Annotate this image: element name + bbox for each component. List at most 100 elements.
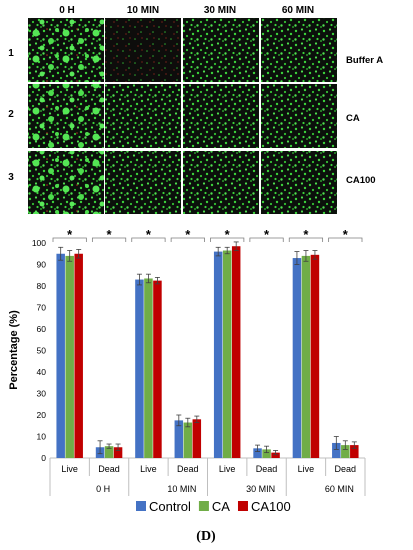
micrograph-tile xyxy=(105,84,181,148)
bar-ca100-5 xyxy=(271,452,280,458)
bar-control-5 xyxy=(253,448,262,458)
significance-bracket-2 xyxy=(131,237,166,242)
y-tick-label-8: 80 xyxy=(37,281,47,291)
micro-row-index-1: 1 xyxy=(8,48,14,59)
category-label-0: Live xyxy=(61,464,78,474)
category-label-5: Dead xyxy=(256,464,278,474)
bar-ca100-1 xyxy=(113,447,123,458)
y-ticks: 0 10 20 30 40 50 60 70 80 90 100 xyxy=(32,238,46,463)
category-label-3: Dead xyxy=(177,464,199,474)
micrograph-tile xyxy=(105,151,181,214)
bar-ca-0 xyxy=(65,255,74,458)
bar-control-4 xyxy=(213,251,223,458)
bar-ca100-7 xyxy=(350,445,359,458)
bars xyxy=(56,246,359,458)
bar-control-0 xyxy=(56,253,65,458)
legend-label-ca100: CA100 xyxy=(251,499,291,514)
category-label-7: Dead xyxy=(335,464,357,474)
micro-col-60min: 60 MIN xyxy=(282,5,314,16)
bar-ca100-6 xyxy=(310,254,320,458)
significance-bracket-4 xyxy=(210,237,245,242)
legend-swatch-ca100 xyxy=(237,501,248,511)
micrograph-clumps xyxy=(28,84,104,148)
significance-bracket-5 xyxy=(249,237,284,242)
bar-control-7 xyxy=(332,442,341,458)
micrograph-tile xyxy=(105,18,181,82)
category-labels: Live Dead Live Dead Live Dead Live Dead xyxy=(61,464,356,474)
significance-star-4: * xyxy=(225,227,231,242)
y-tick-label-9: 90 xyxy=(37,260,47,270)
category-label-1: Dead xyxy=(98,464,120,474)
bar-ca-2 xyxy=(144,278,153,458)
micrograph-clumps xyxy=(28,18,104,82)
significance-star-5: * xyxy=(264,227,270,242)
legend-swatch-ca xyxy=(198,501,209,511)
significance-bracket-6 xyxy=(288,237,324,242)
category-label-2: Live xyxy=(140,464,157,474)
legend-swatch-control xyxy=(136,501,146,511)
bar-ca-7 xyxy=(341,445,350,458)
bar-ca100-0 xyxy=(74,253,83,458)
micrograph-row-2 xyxy=(28,84,337,148)
y-tick-label-3: 30 xyxy=(37,389,47,399)
significance-star-1: * xyxy=(107,227,113,242)
group-label-0: 0 H xyxy=(96,484,110,494)
group-label-3: 60 MIN xyxy=(325,484,354,494)
y-tick-label-5: 50 xyxy=(37,346,47,356)
micro-col-30min: 30 MIN xyxy=(204,5,236,16)
micro-row-index-3: 3 xyxy=(8,172,14,183)
bar-ca-1 xyxy=(104,446,114,458)
micro-condition-ca100: CA100 xyxy=(346,175,376,186)
error-bars xyxy=(58,241,357,456)
micrograph-row-3 xyxy=(28,151,337,214)
micro-condition-ca: CA xyxy=(346,113,360,124)
micro-condition-buffer-a: Buffer A xyxy=(346,55,383,66)
significance-bracket-1 xyxy=(91,237,127,242)
micro-col-10min: 10 MIN xyxy=(127,5,159,16)
y-tick-label-6: 60 xyxy=(37,324,47,334)
category-label-6: Live xyxy=(298,464,315,474)
micro-row-index-2: 2 xyxy=(8,109,14,120)
bar-ca-5 xyxy=(262,449,271,458)
y-tick-label-10: 100 xyxy=(32,238,46,248)
legend-label-ca: CA xyxy=(212,499,230,514)
bar-chart: Percentage (%) 0 10 20 30 40 50 60 70 80 90 100 * *… xyxy=(8,227,366,514)
significance-bracket-0 xyxy=(52,237,87,242)
panel-label: (D) xyxy=(196,529,216,544)
bar-ca100-2 xyxy=(153,280,162,458)
bar-ca-6 xyxy=(301,255,311,458)
y-tick-label-4: 40 xyxy=(37,367,47,377)
significance-star-6: * xyxy=(303,227,309,242)
bar-ca100-3 xyxy=(192,419,202,458)
micrograph-row-1 xyxy=(28,18,337,82)
micrograph-tile xyxy=(261,18,337,82)
micro-col-0h: 0 H xyxy=(59,5,75,16)
micrograph-tile xyxy=(261,151,337,214)
y-axis-label: Percentage (%) xyxy=(8,310,20,390)
bar-control-6 xyxy=(292,258,302,458)
significance-star-7: * xyxy=(343,227,349,242)
micrograph-tile xyxy=(261,84,337,148)
micrograph-tile xyxy=(183,18,259,82)
significance-star-0: * xyxy=(67,227,73,242)
y-tick-label-7: 70 xyxy=(37,303,47,313)
bar-control-3 xyxy=(174,420,184,458)
significance-brackets: * * * * * * * * xyxy=(52,227,363,242)
y-tick-label-1: 10 xyxy=(37,432,47,442)
y-tick-label-0: 0 xyxy=(41,453,46,463)
micrograph-clumps xyxy=(28,151,104,214)
significance-star-2: * xyxy=(146,227,152,242)
legend: Control CA CA100 xyxy=(136,499,291,514)
group-label-1: 10 MIN xyxy=(167,484,196,494)
group-labels: 0 H 10 MIN 30 MIN 60 MIN xyxy=(96,484,354,494)
group-label-2: 30 MIN xyxy=(246,484,275,494)
micrograph-tile xyxy=(183,84,259,148)
bar-ca-4 xyxy=(222,250,232,458)
y-tick-label-2: 20 xyxy=(37,410,47,420)
significance-bracket-7 xyxy=(328,237,363,242)
micrograph-tile xyxy=(183,151,259,214)
bar-ca-3 xyxy=(183,422,193,458)
bar-ca100-4 xyxy=(231,246,241,458)
significance-bracket-3 xyxy=(170,237,205,242)
